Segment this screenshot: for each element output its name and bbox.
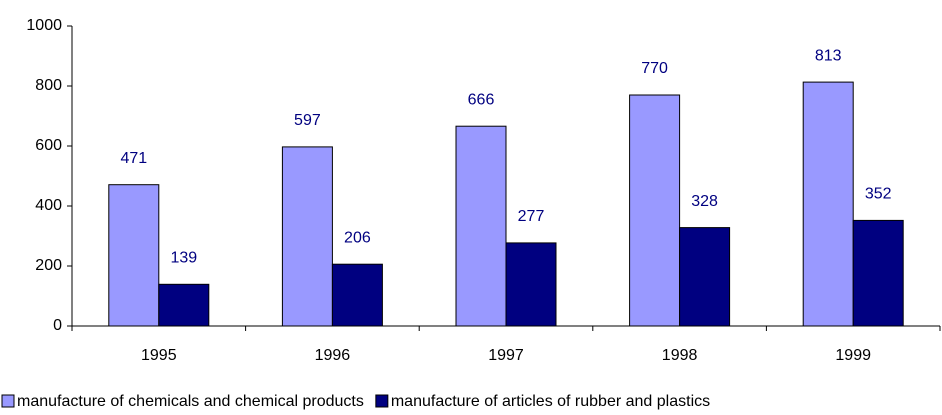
- legend-swatch: [1, 394, 15, 408]
- value-label: 328: [691, 193, 718, 210]
- y-tick-label: 1000: [26, 17, 62, 34]
- bar: [158, 283, 210, 327]
- bar: [629, 94, 681, 327]
- bar: [852, 219, 904, 327]
- y-tick-label: 400: [35, 197, 62, 214]
- legend-label: manufacture of chemicals and chemical pr…: [17, 393, 364, 410]
- bar: [802, 81, 854, 327]
- x-tick-label: 1999: [835, 347, 871, 364]
- bar: [331, 263, 383, 327]
- value-label: 352: [865, 186, 892, 203]
- bar: [455, 125, 507, 327]
- y-tick-label: 800: [35, 77, 62, 94]
- y-tick-label: 200: [35, 257, 62, 274]
- value-label: 471: [120, 150, 147, 167]
- legend-swatch: [375, 394, 389, 408]
- value-label: 206: [344, 229, 371, 246]
- x-tick-label: 1995: [141, 347, 177, 364]
- value-label: 597: [294, 112, 321, 129]
- bar: [679, 227, 731, 327]
- value-label: 813: [815, 47, 842, 64]
- x-tick-label: 1998: [662, 347, 698, 364]
- value-label: 277: [518, 208, 545, 225]
- bar: [281, 146, 333, 327]
- y-tick-label: 600: [35, 137, 62, 154]
- bar: [108, 184, 160, 327]
- legend: manufacture of chemicals and chemical pr…: [1, 393, 710, 410]
- bar: [505, 242, 557, 327]
- value-label: 666: [468, 91, 495, 108]
- legend-label: manufacture of articles of rubber and pl…: [391, 393, 710, 410]
- value-label: 770: [641, 60, 668, 77]
- value-label: 139: [170, 250, 197, 267]
- x-tick-label: 1997: [488, 347, 524, 364]
- x-tick-label: 1996: [315, 347, 351, 364]
- y-tick-label: 0: [53, 317, 62, 334]
